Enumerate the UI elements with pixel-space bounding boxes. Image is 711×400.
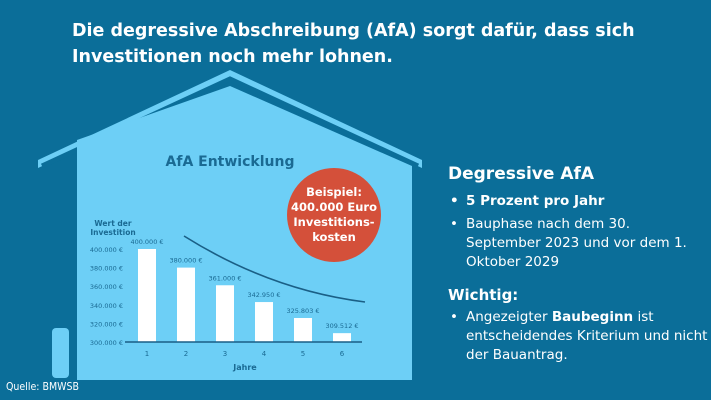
important-bullet: Angezeigter Baubeginn ist entscheidendes…	[448, 308, 708, 365]
bar	[138, 249, 156, 342]
data-label: 325.803 €	[286, 307, 319, 315]
important-heading: Wichtig:	[448, 286, 519, 304]
source: Quelle: BMWSB	[6, 381, 79, 393]
data-label: 309.512 €	[325, 322, 358, 330]
x-tick-label: 6	[340, 350, 345, 358]
y-tick-label: 320.000 €	[90, 320, 123, 328]
y-tick-label: 380.000 €	[90, 265, 123, 273]
info-heading: Degressive AfA	[448, 164, 595, 184]
bar	[216, 285, 234, 342]
trend-curve	[183, 235, 366, 303]
chart-title: AfA Entwicklung	[166, 154, 295, 170]
headline: Die degressive Abschreibung (AfA) sorgt …	[72, 21, 635, 67]
house-body	[77, 86, 412, 380]
bar	[255, 302, 273, 342]
text: ist entscheidendes Kriterium und nicht d…	[466, 309, 708, 363]
bar	[294, 318, 312, 342]
y-tick-label: 300.000 €	[90, 339, 123, 347]
text-bold: Baubeginn	[551, 309, 634, 325]
badge-line: kosten	[312, 230, 356, 244]
bar	[177, 267, 195, 342]
text: Angezeigter	[466, 309, 552, 325]
pillar	[52, 328, 69, 378]
x-tick-label: 5	[301, 350, 305, 358]
badge-line: 400.000 Euro	[291, 200, 377, 214]
data-label: 342.950 €	[247, 291, 280, 299]
x-tick-label: 1	[145, 350, 149, 358]
x-tick-label: 4	[262, 350, 267, 358]
bullet: Bauphase nach dem 30. September 2023 und…	[448, 215, 708, 272]
bullet: 5 Prozent pro Jahr	[448, 192, 708, 211]
data-label: 380.000 €	[169, 257, 202, 265]
y-tick-label: 360.000 €	[90, 283, 123, 291]
data-label: 361.000 €	[208, 274, 241, 282]
bar	[333, 333, 351, 342]
info-panel: Degressive AfA 5 Prozent pro Jahr Baupha…	[448, 164, 708, 369]
x-tick-label: 3	[223, 350, 227, 358]
y-axis-label-2: Investition	[90, 228, 135, 237]
y-axis-label-1: Wert der	[94, 219, 131, 228]
y-tick-label: 340.000 €	[90, 302, 123, 310]
x-axis-label: Jahre	[232, 363, 257, 372]
y-tick-label: 400.000 €	[90, 246, 123, 254]
badge-line: Beispiel:	[306, 185, 362, 199]
badge-line: Investitions-	[293, 215, 375, 229]
x-tick-label: 2	[184, 350, 188, 358]
data-label: 400.000 €	[130, 238, 163, 246]
example-badge: Beispiel: 400.000 Euro Investitions- kos…	[287, 168, 381, 262]
